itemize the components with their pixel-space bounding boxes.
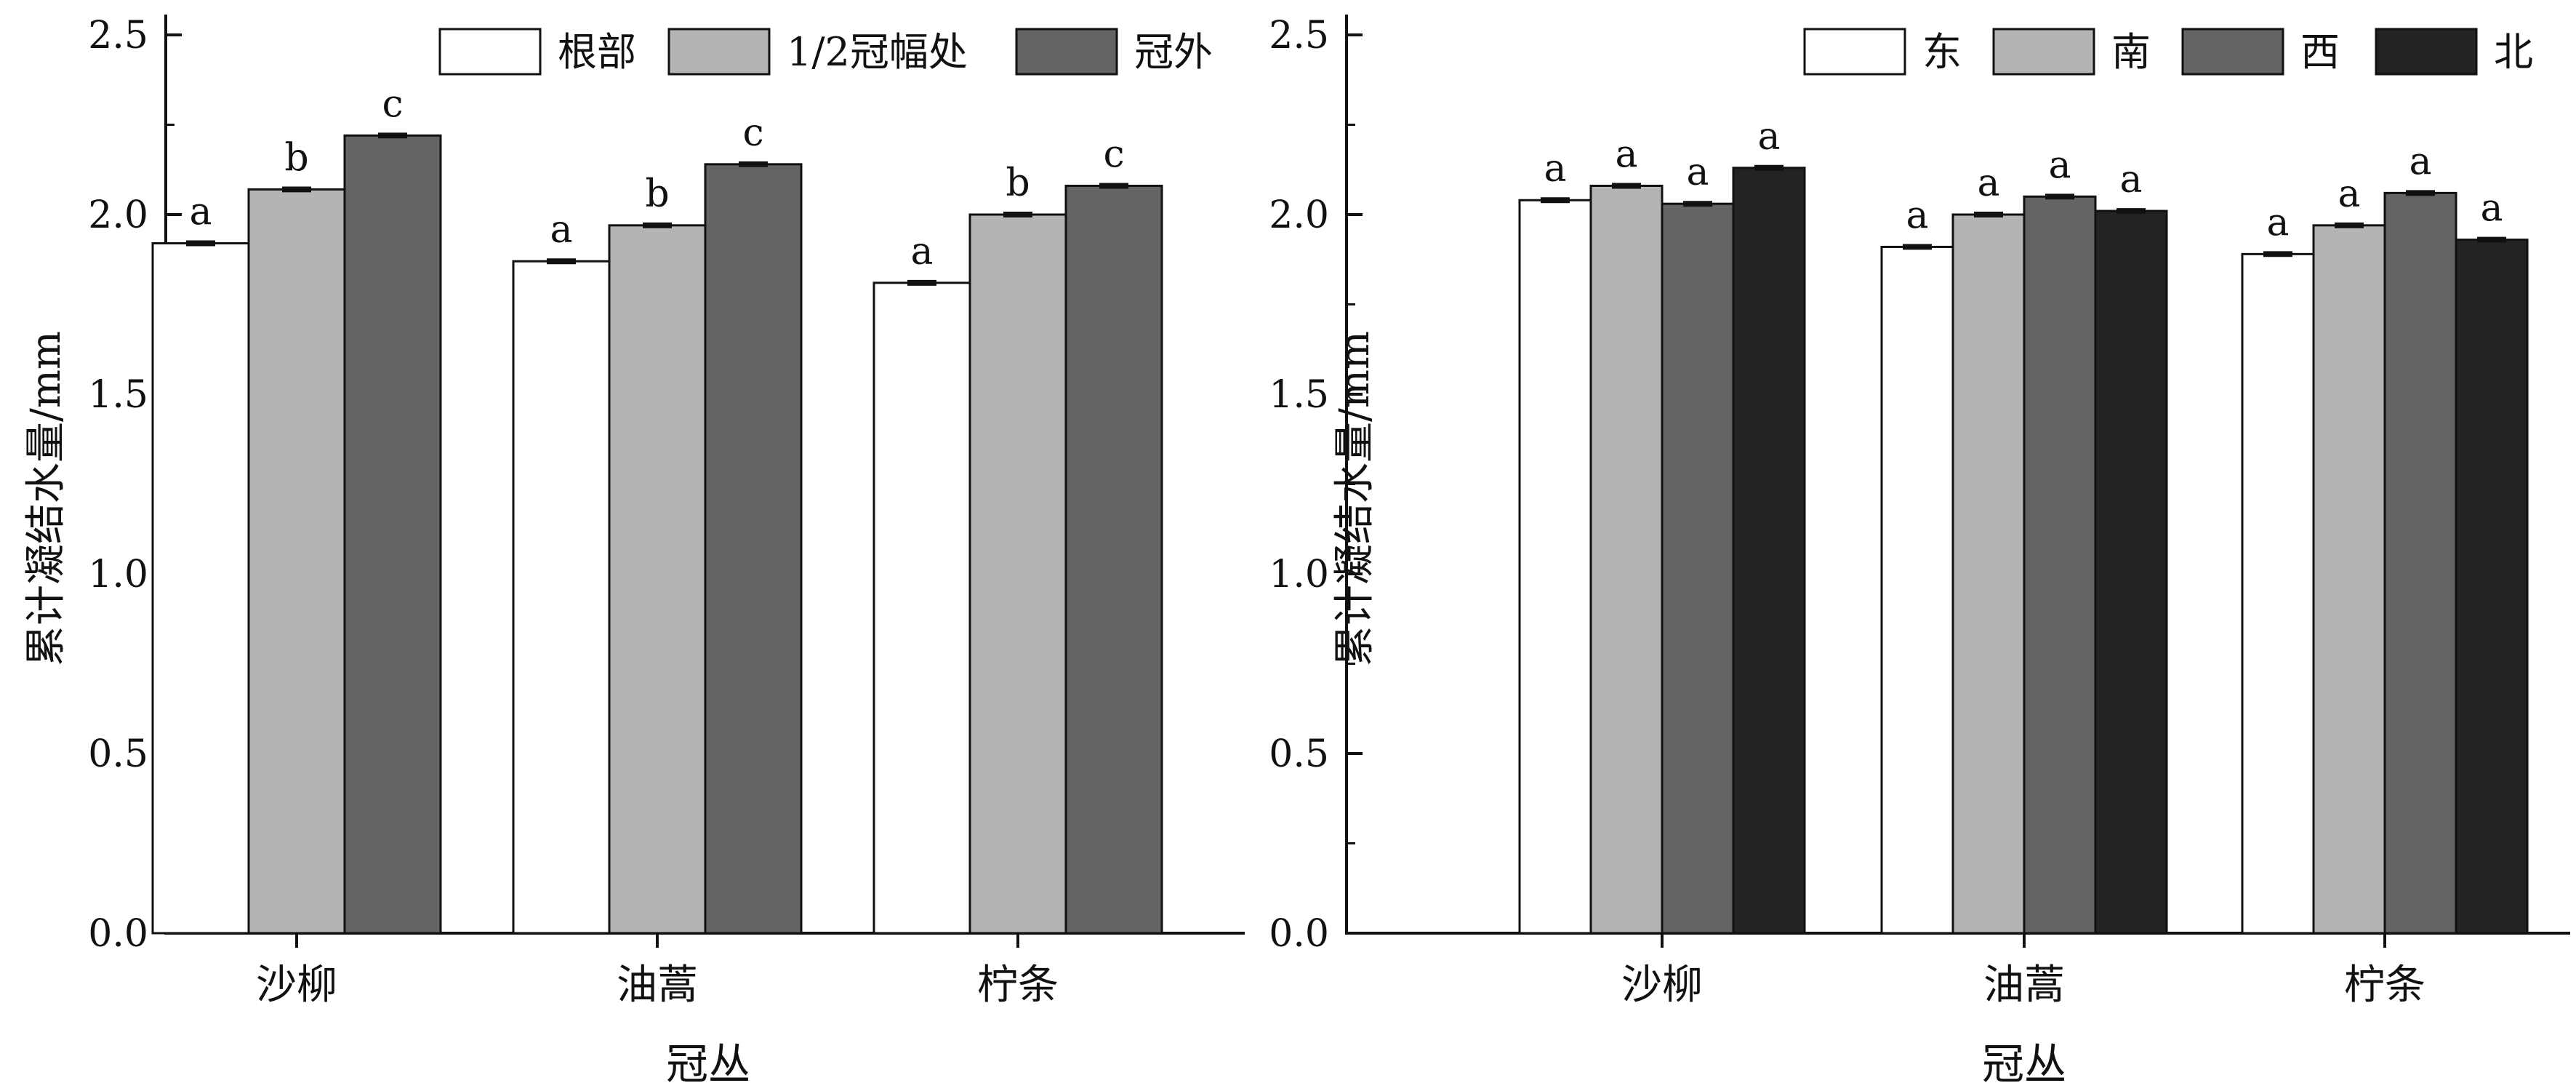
y-tick-label: 0.0 [1269,912,1329,956]
bar [247,188,346,935]
bar [343,134,442,935]
significance-label: a [1615,132,1637,176]
chart-panel-left: 0.0 0.5 1.0 1.5 2.0 2.5 沙柳 a b c 油蒿 a b c 柠条 a b c 根部 1/2冠幅… [23,14,1245,1089]
bar [2241,252,2315,935]
legend-swatch [1992,28,2095,76]
legend-swatch [1015,28,1118,76]
bar [151,242,250,935]
significance-label: a [2409,140,2431,183]
legend-swatch [2375,28,2478,76]
legend-swatch [1803,28,1906,76]
y-tick-label: 2.0 [88,193,148,237]
y-tick-label: 1.5 [88,373,148,417]
legend-label: 东 [1922,29,1962,75]
legend-label: 北 [2494,29,2533,75]
bar [1880,245,1954,935]
significance-label: a [1686,151,1709,194]
bar [1064,184,1163,935]
significance-label: c [382,82,403,126]
bar [1661,202,1735,935]
significance-label: a [550,208,572,252]
significance-label: a [910,230,933,273]
significance-label: a [2048,143,2071,187]
legend-swatch [438,28,542,76]
significance-label: c [1103,132,1124,176]
legend-label: 冠外 [1134,29,1213,75]
bar [872,281,971,935]
y-tick-label: 1.0 [88,553,148,596]
significance-label: a [2266,201,2289,244]
bar [2023,195,2097,935]
x-tick-label: 柠条 [2344,962,2425,1009]
y-tick-label: 1.0 [1269,553,1329,596]
x-tick-label: 沙柳 [1621,962,1703,1009]
significance-label: a [2338,172,2360,216]
legend-label: 根部 [558,29,636,75]
y-tick-label: 0.5 [88,732,148,776]
x-tick-label: 沙柳 [256,962,337,1009]
y-tick-label: 2.5 [88,14,148,57]
y-tick-label: 2.5 [1269,14,1329,57]
chart-panel-right: 0.0 0.5 1.0 1.5 2.0 2.5 沙柳 a a a a 油蒿 a a a a 柠条 a a a a 东 南 西 北… [1269,14,2570,1089]
bar [968,213,1067,935]
y-tick-label: 0.5 [1269,732,1329,776]
significance-label: a [189,191,212,234]
legend-label: 1/2冠幅处 [787,29,968,75]
significance-label: b [284,136,308,180]
y-tick-label: 2.0 [1269,193,1329,237]
bar [704,163,803,935]
x-tick-label: 油蒿 [617,962,698,1009]
significance-label: a [1977,161,1999,205]
significance-label: a [2119,158,2142,201]
significance-label: c [742,111,763,155]
significance-label: a [1544,147,1566,191]
bar [2455,239,2529,935]
significance-label: a [2480,187,2503,231]
legend-label: 南 [2111,29,2151,75]
bar [608,224,707,935]
bar [1518,199,1592,935]
x-axis-label: 冠丛 [666,1039,750,1089]
significance-label: b [1006,161,1030,205]
x-axis-label: 冠丛 [1982,1039,2066,1089]
legend-swatch [667,28,771,76]
significance-label: a [1906,193,1928,237]
bar [1951,213,2026,935]
y-tick-label: 0.0 [88,912,148,956]
bar [1589,184,1664,935]
y-tick-label: 1.5 [1269,373,1329,417]
bar [2312,224,2386,935]
legend-label: 西 [2300,29,2340,75]
bar [2094,209,2168,935]
significance-label: b [645,172,669,216]
bar [2383,191,2457,935]
y-axis-label: 累计凝结水量/mm [23,331,70,666]
x-tick-label: 柠条 [977,962,1059,1009]
x-tick-label: 油蒿 [1983,962,2065,1009]
y-axis-label: 累计凝结水量/mm [1331,331,1379,666]
bar [1732,167,1806,935]
bar [512,260,611,935]
legend-swatch [2181,28,2284,76]
significance-label: a [1757,115,1780,159]
